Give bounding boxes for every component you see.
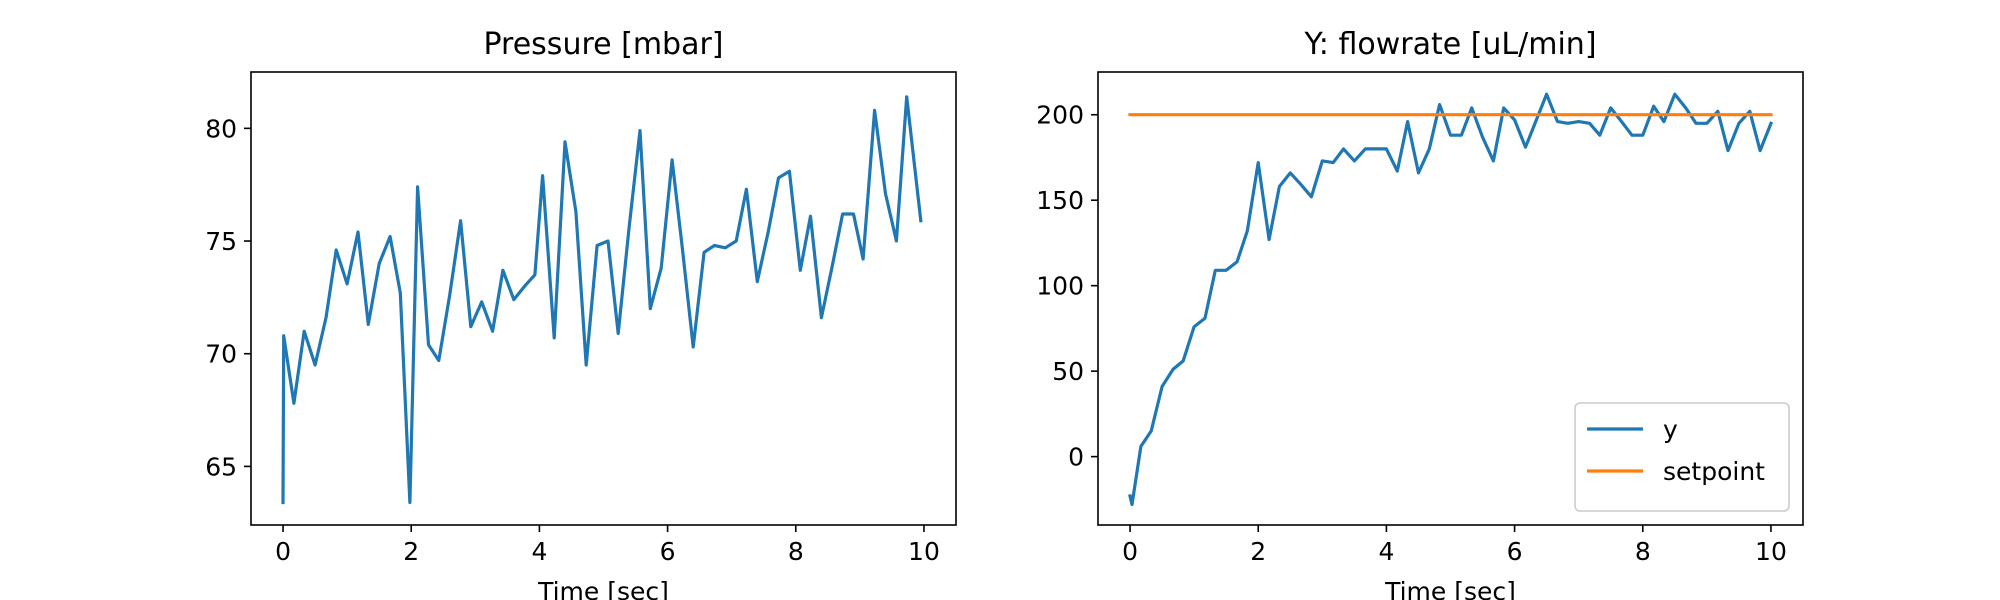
chart-1: Pressure [mbar] 0 2 4 6 8 10 65 70 75 80 Time [sec] xyxy=(205,27,957,600)
y-tick-label: 50 xyxy=(1052,357,1084,386)
x-axis-label: Time [sec] xyxy=(1384,577,1516,600)
x-tick-label: 8 xyxy=(788,537,804,566)
series-line-y xyxy=(1128,92,1774,507)
y-tick-label: 150 xyxy=(1036,186,1084,215)
x-tick-label: 10 xyxy=(1755,537,1787,566)
y-tick-label: 100 xyxy=(1036,272,1084,301)
y-tick-label: 65 xyxy=(205,452,237,481)
x-tick-label: 6 xyxy=(660,537,676,566)
x-tick-label: 2 xyxy=(1250,537,1266,566)
series-group xyxy=(1128,92,1774,507)
x-axis-label: Time [sec] xyxy=(537,577,669,600)
y-tick-label: 200 xyxy=(1036,101,1084,130)
legend-label-setpoint: setpoint xyxy=(1663,457,1765,486)
chart-title: Y: flowrate [uL/min] xyxy=(1303,27,1596,62)
x-tick-label: 6 xyxy=(1507,537,1523,566)
x-tick-label: 0 xyxy=(1122,537,1138,566)
x-tick-label: 4 xyxy=(1378,537,1394,566)
y-tick-label: 0 xyxy=(1068,443,1084,472)
x-tick-label: 8 xyxy=(1635,537,1651,566)
plot-frame xyxy=(1097,71,1804,526)
plot-frame xyxy=(250,71,957,526)
x-tick-label: 0 xyxy=(275,537,291,566)
legend-label-y: y xyxy=(1663,415,1678,444)
y-tick-label: 80 xyxy=(205,114,237,143)
series-line-series-1 xyxy=(281,95,923,505)
x-tick-label: 2 xyxy=(403,537,419,566)
series-group xyxy=(281,95,923,505)
x-tick-label: 10 xyxy=(908,537,940,566)
legend: y setpoint xyxy=(1574,402,1790,512)
chart-2: Y: flowrate [uL/min]0 2 4 6 8 10050100150200T… xyxy=(1036,27,1804,600)
y-tick-label: 75 xyxy=(205,227,237,256)
x-tick-label: 4 xyxy=(531,537,547,566)
chart-title: Pressure [mbar] xyxy=(483,27,723,62)
y-tick-label: 70 xyxy=(205,340,237,369)
